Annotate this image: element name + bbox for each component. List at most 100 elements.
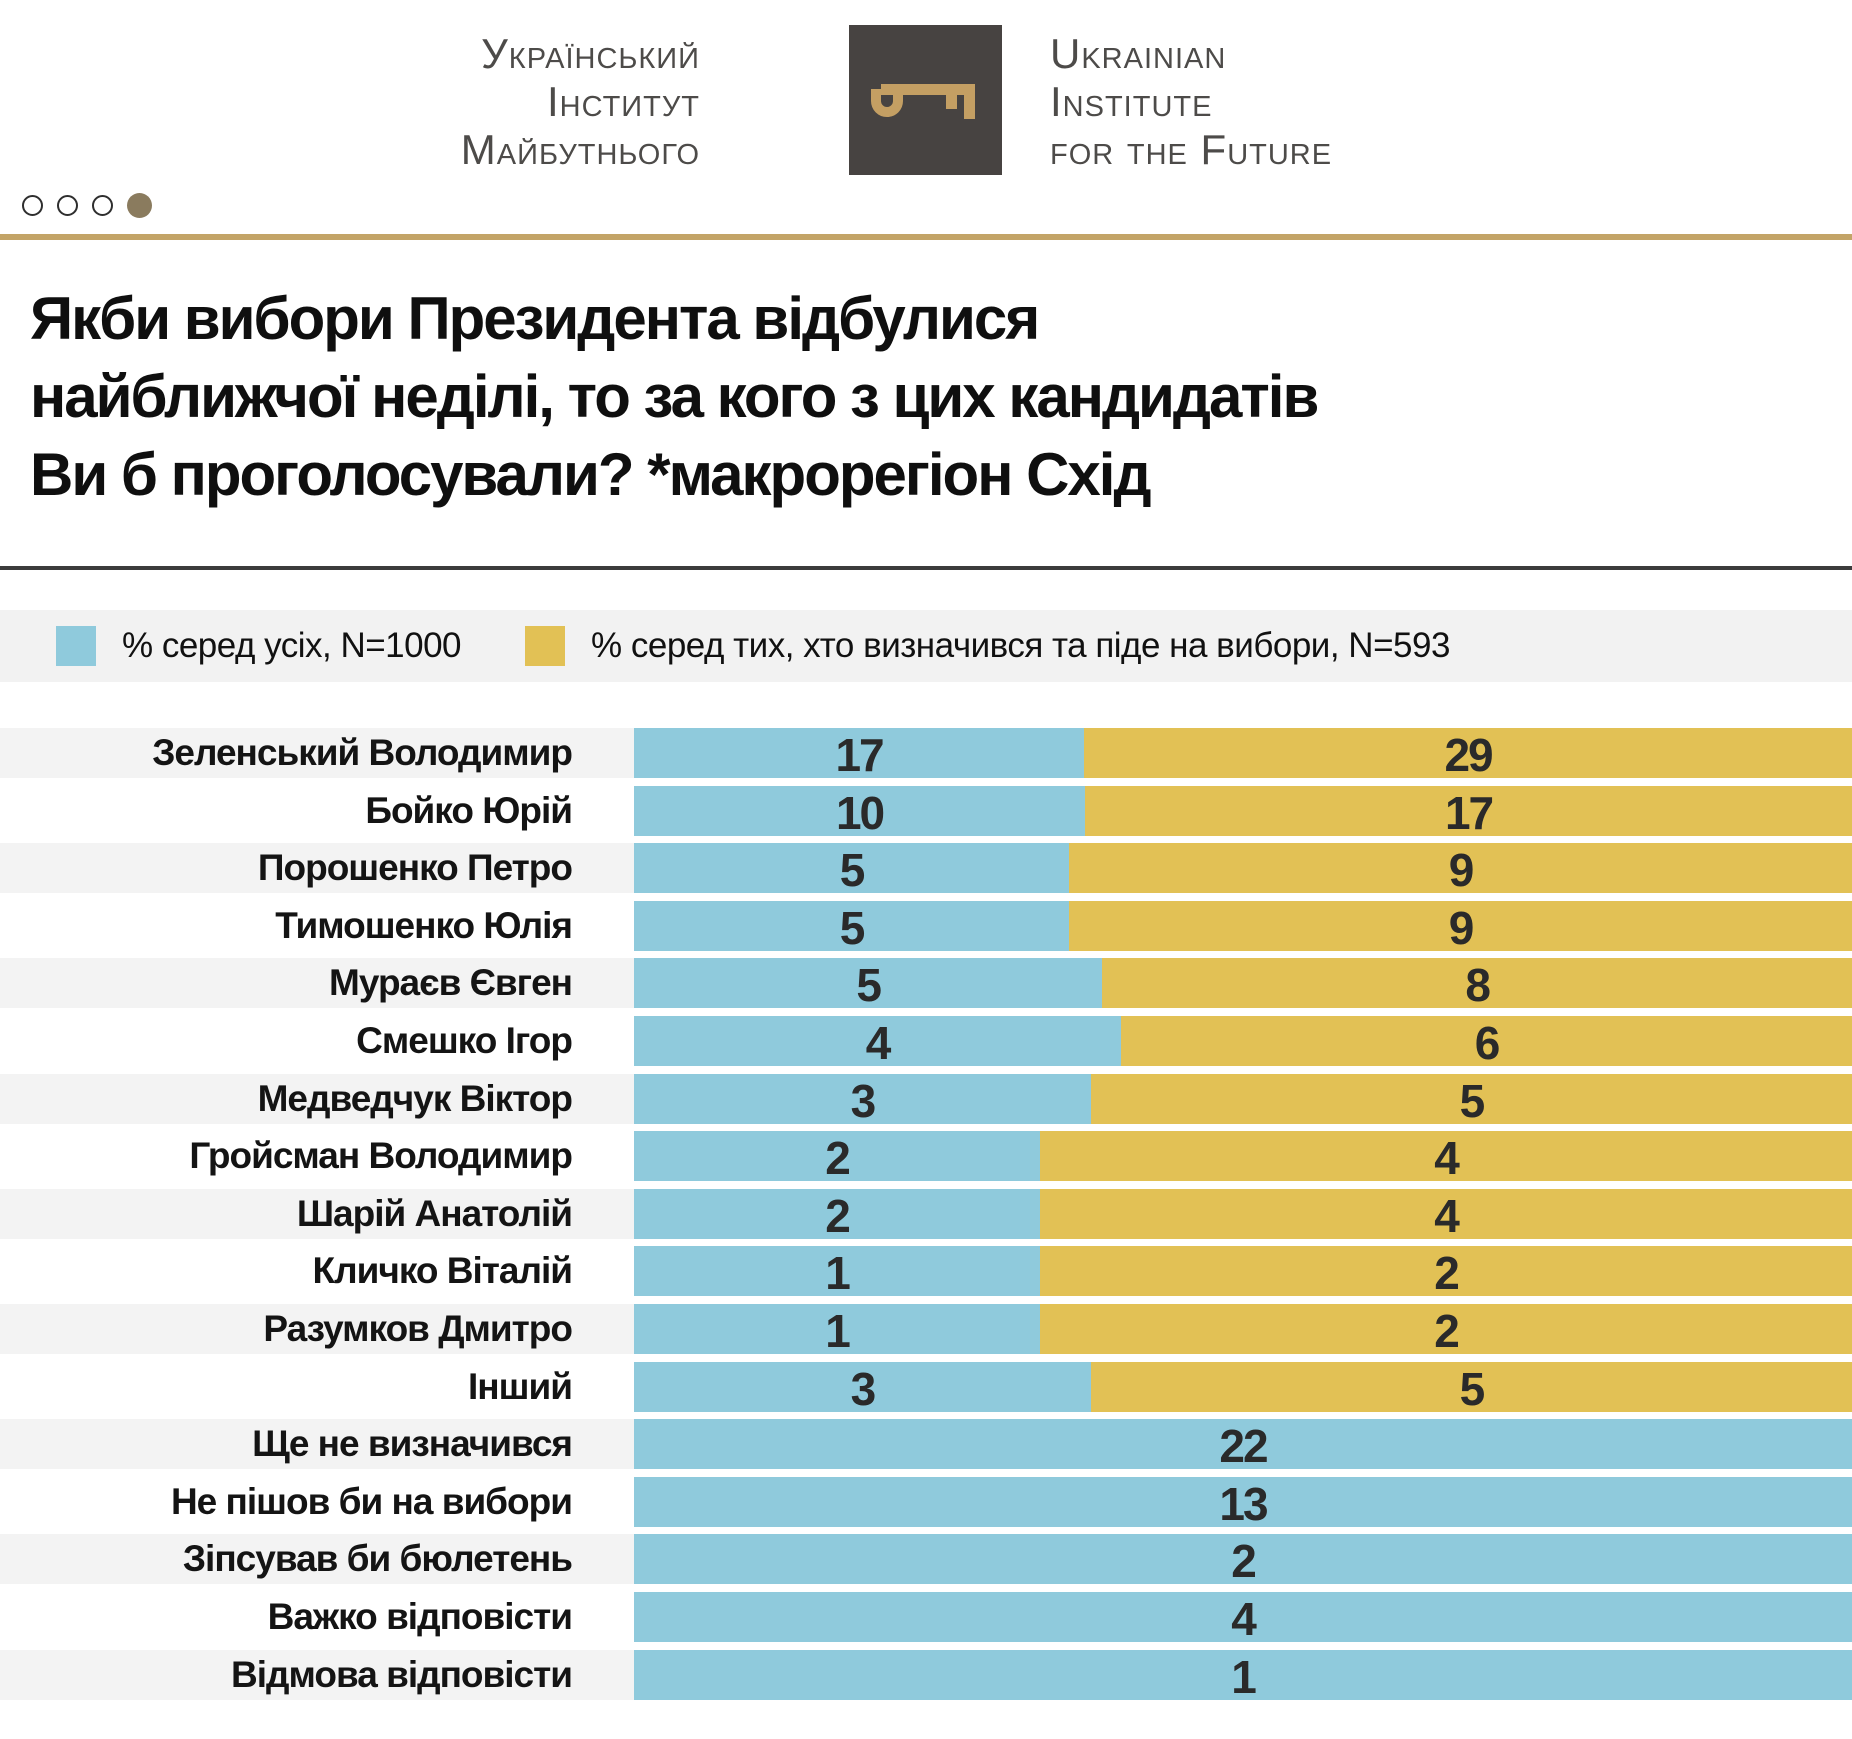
page-title: Якби вибори Президента відбулися найближ… [30, 280, 1852, 514]
row-label: Медведчук Віктор [0, 1073, 634, 1124]
bar-segment-decided: 6 [1121, 1015, 1852, 1066]
pager-dot[interactable] [22, 195, 43, 216]
institute-logo [849, 25, 1002, 175]
bar-segment-all: 22 [634, 1419, 1852, 1470]
bar-segment-all: 2 [634, 1534, 1852, 1585]
bar-value-all: 2 [1231, 1535, 1257, 1585]
row-bar: 2 [634, 1534, 1852, 1585]
title-divider [0, 566, 1852, 570]
legend-swatch-gold [525, 626, 566, 666]
chart-row: Ще не визначився 22 [0, 1419, 1852, 1470]
bar-segment-all: 17 [634, 728, 1085, 778]
bar-value-decided: 4 [1434, 1189, 1460, 1239]
pager-dots [22, 193, 152, 218]
bar-segment-decided: 5 [1090, 1073, 1852, 1124]
bar-segment-all: 10 [634, 785, 1086, 836]
bar-segment-decided: 5 [1090, 1361, 1852, 1412]
bar-value-decided: 6 [1474, 1016, 1501, 1066]
bar-segment-all: 2 [634, 1131, 1040, 1182]
bar-value-all: 3 [850, 1074, 877, 1124]
bar-segment-all: 13 [634, 1476, 1852, 1527]
bar-value-all: 13 [1219, 1477, 1268, 1527]
bar-segment-decided: 29 [1084, 728, 1852, 778]
chart-row: Тимошенко Юлія 5 9 [0, 900, 1852, 951]
row-bar: 13 [634, 1476, 1852, 1527]
bar-value-all: 17 [835, 729, 884, 778]
logo-left-line: Інститут [546, 78, 700, 125]
title-line: Ви б проголосували? *макрорегіон Схід [30, 441, 1152, 508]
legend-label: % серед тих, хто визначився та піде на в… [591, 626, 1450, 665]
chart-row: Кличко Віталій 1 2 [0, 1246, 1852, 1297]
chart-row: Смешко Ігор 4 6 [0, 1015, 1852, 1066]
row-label: Відмова відповісти [0, 1649, 634, 1700]
bar-value-decided: 5 [1459, 1362, 1486, 1412]
bar-value-all: 22 [1219, 1420, 1268, 1470]
chart-row: Зеленський Володимир 17 29 [0, 728, 1852, 778]
legend-swatch-blue [56, 626, 96, 666]
bar-segment-all: 4 [634, 1591, 1852, 1642]
chart-row: Не пішов би на вибори 13 [0, 1476, 1852, 1527]
bar-segment-decided: 17 [1085, 785, 1852, 836]
bar-segment-decided: 2 [1040, 1246, 1852, 1297]
row-bar: 4 [634, 1591, 1852, 1642]
bar-segment-decided: 4 [1040, 1188, 1852, 1239]
bar-segment-decided: 8 [1102, 958, 1852, 1009]
legend-label: % серед усіх, N=1000 [122, 626, 462, 665]
bar-value-decided: 29 [1444, 729, 1493, 778]
row-label: Зеленський Володимир [0, 728, 634, 778]
bar-segment-all: 5 [634, 900, 1069, 951]
bar-value-decided: 17 [1444, 786, 1494, 836]
chart-row: Шарій Анатолій 2 4 [0, 1188, 1852, 1239]
bar-segment-all: 3 [634, 1073, 1091, 1124]
bar-value-decided: 4 [1434, 1132, 1460, 1182]
bar-segment-all: 1 [634, 1303, 1040, 1354]
bar-segment-all: 4 [634, 1015, 1122, 1066]
bar-segment-all: 1 [634, 1649, 1852, 1700]
title-line: Якби вибори Президента відбулися [30, 285, 1040, 352]
chart-row: Порошенко Петро 5 9 [0, 843, 1852, 894]
chart-row: Бойко Юрій 10 17 [0, 785, 1852, 836]
row-bar: 10 17 [634, 785, 1852, 836]
title-line: найближчої неділі, то за кого з цих канд… [30, 363, 1319, 430]
row-label: Бойко Юрій [365, 789, 573, 831]
logo-left-line: Український [481, 30, 700, 77]
bar-value-all: 5 [839, 901, 866, 951]
pager-dot[interactable] [57, 195, 78, 216]
chart-row: Важко відповісти 4 [0, 1591, 1852, 1642]
pager-dot[interactable] [92, 195, 113, 216]
bar-segment-decided: 9 [1069, 900, 1852, 951]
row-label: Мураєв Євген [0, 958, 634, 1009]
bar-value-decided: 9 [1448, 901, 1475, 951]
bar-value-all: 4 [865, 1016, 892, 1066]
chart-row: Зіпсував би бюлетень 2 [0, 1534, 1852, 1585]
row-label: Смешко Ігор [356, 1019, 573, 1061]
bar-chart: Зеленський Володимир 17 29 Бойко Юрій 10 17 По… [0, 728, 1852, 1700]
bar-value-decided: 8 [1465, 959, 1491, 1009]
chart-row: Відмова відповісти 1 [0, 1649, 1852, 1700]
bar-value-decided: 5 [1459, 1074, 1486, 1124]
bar-value-all: 2 [825, 1132, 851, 1182]
bar-segment-all: 5 [634, 958, 1103, 1009]
gold-divider [0, 234, 1852, 240]
row-label: Кличко Віталій [312, 1250, 573, 1292]
bar-value-all: 1 [1231, 1650, 1257, 1700]
logo-text-english: Ukrainian Institute for the Future [1050, 30, 1332, 174]
logo-right-line: Ukrainian [1050, 30, 1227, 77]
pager-dot-active[interactable] [127, 193, 152, 218]
bar-value-all: 5 [856, 959, 882, 1009]
chart-row: Разумков Дмитро 1 2 [0, 1303, 1852, 1354]
bar-segment-decided: 4 [1040, 1131, 1852, 1182]
bar-value-decided: 2 [1434, 1247, 1460, 1297]
row-label: Шарій Анатолій [0, 1188, 634, 1239]
chart-row: Медведчук Віктор 3 5 [0, 1073, 1852, 1124]
row-label: Зіпсував би бюлетень [0, 1534, 634, 1585]
row-label: Разумков Дмитро [0, 1303, 634, 1354]
legend-item-decided: % серед тих, хто визначився та піде на в… [525, 626, 1450, 666]
